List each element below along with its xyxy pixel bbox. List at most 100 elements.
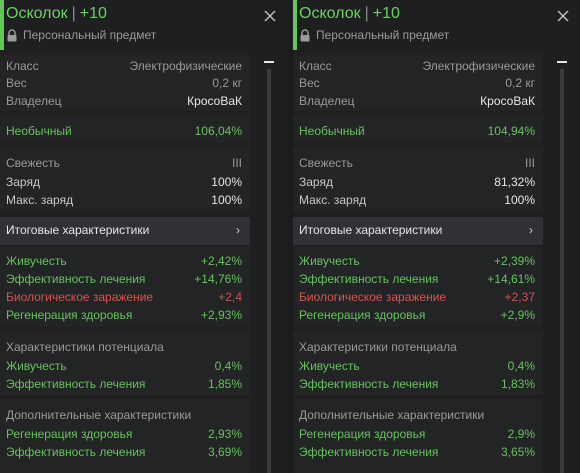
close-icon[interactable]: [556, 9, 570, 23]
condition-label: Свежесть: [299, 156, 353, 170]
scrollbar-track[interactable]: [267, 69, 271, 473]
condition-label: Заряд: [6, 175, 40, 189]
stat-value: +2,4: [218, 290, 242, 304]
stat-value: +14,61%: [487, 272, 535, 286]
potential-stat-row: Эффективность лечения 1,83%: [299, 375, 535, 393]
stat-value: +2,93%: [200, 308, 242, 322]
totals-block: [293, 247, 543, 327]
accent-bar: [293, 0, 297, 50]
condition-row: Заряд 81,32%: [299, 173, 535, 191]
stat-value: +14,76%: [194, 272, 242, 286]
item-tooltip-panel: Осколок | +10 Персональный предмет Класс Элек…: [293, 0, 580, 473]
item-name: Осколок: [299, 5, 361, 22]
subtitle-text: Персональный предмет: [316, 28, 450, 42]
base-info-block: [0, 55, 250, 111]
item-title: Осколок | +10: [299, 5, 400, 23]
info-value: Электрофизические: [129, 59, 242, 73]
info-row: Вес 0,2 кг: [6, 74, 242, 92]
stat-label: Биологическое заражение: [299, 290, 447, 304]
additional-block: [293, 399, 543, 473]
stat-value: 3,65%: [500, 445, 535, 459]
item-level: +10: [79, 5, 107, 22]
condition-row: Заряд 100%: [6, 173, 242, 191]
rarity-value: 106,04%: [194, 124, 242, 138]
accent-bar: [0, 0, 4, 50]
condition-label: Свежесть: [6, 156, 60, 170]
close-icon[interactable]: [263, 9, 277, 23]
stat-label: Регенерация здоровья: [299, 427, 426, 441]
rarity-label: Необычный: [299, 124, 365, 138]
info-value: 0,2 кг: [212, 76, 242, 90]
stat-value: +2,39%: [493, 254, 535, 268]
item-tooltip-panel: Осколок | +10 Персональный предмет Класс Элек…: [0, 0, 287, 473]
total-characteristics-link[interactable]: Итоговые характеристики ›: [293, 217, 543, 245]
stat-label: Эффективность лечения: [299, 445, 439, 459]
total-stat-row: Регенерация здоровья +2,9%: [299, 306, 535, 324]
total-stat-row: Живучесть +2,42%: [6, 252, 242, 270]
condition-value: 100%: [211, 175, 242, 189]
item-subtitle: Персональный предмет: [6, 28, 156, 42]
potential-block: [0, 331, 250, 395]
rarity-block: [293, 115, 543, 143]
stat-label: Эффективность лечения: [299, 272, 439, 286]
condition-row: Макс. заряд 100%: [6, 191, 242, 209]
stat-label: Регенерация здоровья: [299, 308, 426, 322]
additional-stat-row: Регенерация здоровья 2,93%: [6, 425, 242, 443]
info-label: Класс: [299, 59, 332, 73]
stat-value: +2,37: [504, 290, 535, 304]
scrollbar-thumb[interactable]: [557, 61, 567, 63]
total-characteristics-label: Итоговые характеристики: [299, 223, 443, 237]
potential-stat-row: Живучесть 0,4%: [299, 357, 535, 375]
total-stat-row: Эффективность лечения +14,61%: [299, 270, 535, 288]
stat-label: Биологическое заражение: [6, 290, 154, 304]
stats-content: Класс Электрофизические Вес 0,2 кг Владелец К…: [0, 55, 250, 473]
total-stat-row: Биологическое заражение +2,37: [299, 288, 535, 306]
stat-value: +2,42%: [200, 254, 242, 268]
info-row: Класс Электрофизические: [299, 57, 535, 75]
stat-value: 0,4%: [507, 359, 535, 373]
stat-value: 1,85%: [207, 377, 242, 391]
chevron-right-icon: ›: [236, 223, 240, 237]
condition-value: III: [231, 156, 242, 170]
stats-content: Класс Электрофизические Вес 0,2 кг Владелец К…: [293, 55, 543, 473]
info-value: Электрофизические: [422, 59, 535, 73]
scrollbar-track[interactable]: [560, 69, 564, 473]
info-label: Владелец: [299, 94, 355, 108]
scrollbar-thumb[interactable]: [264, 61, 274, 63]
info-value: КросоВаК: [480, 94, 535, 108]
lock-icon: [7, 28, 17, 41]
stat-label: Живучесть: [299, 254, 360, 268]
total-characteristics-link[interactable]: Итоговые характеристики ›: [0, 217, 250, 245]
total-stat-row: Регенерация здоровья +2,93%: [6, 306, 242, 324]
scrollbar[interactable]: [264, 55, 274, 473]
title-separator: |: [71, 5, 76, 22]
title-separator: |: [364, 5, 369, 22]
base-info-block: [293, 55, 543, 111]
stat-label: Эффективность лечения: [6, 377, 146, 391]
total-characteristics-label: Итоговые характеристики: [6, 223, 150, 237]
stat-label: Регенерация здоровья: [6, 308, 133, 322]
chevron-right-icon: ›: [529, 223, 533, 237]
stat-label: Живучесть: [6, 254, 67, 268]
additional-block: [0, 399, 250, 473]
rarity-row: Необычный 106,04%: [6, 122, 242, 140]
potential-block: [293, 331, 543, 395]
condition-label: Макс. заряд: [6, 193, 74, 207]
condition-row: Свежесть III: [6, 154, 242, 172]
potential-stat-row: Эффективность лечения 1,85%: [6, 375, 242, 393]
item-title: Осколок | +10: [6, 5, 107, 23]
potential-stat-row: Живучесть 0,4%: [6, 357, 242, 375]
additional-header: Дополнительные характеристики: [299, 408, 485, 422]
item-subtitle: Персональный предмет: [299, 28, 449, 42]
lock-icon: [300, 28, 310, 41]
info-label: Класс: [6, 59, 39, 73]
stat-label: Живучесть: [299, 359, 360, 373]
condition-block: [293, 147, 543, 211]
stat-value: 3,69%: [207, 445, 242, 459]
stat-label: Эффективность лечения: [6, 445, 146, 459]
totals-block: [0, 247, 250, 327]
additional-stat-row: Регенерация здоровья 2,9%: [299, 425, 535, 443]
condition-value: 81,32%: [494, 175, 535, 189]
stat-label: Эффективность лечения: [6, 272, 146, 286]
scrollbar[interactable]: [557, 55, 567, 473]
